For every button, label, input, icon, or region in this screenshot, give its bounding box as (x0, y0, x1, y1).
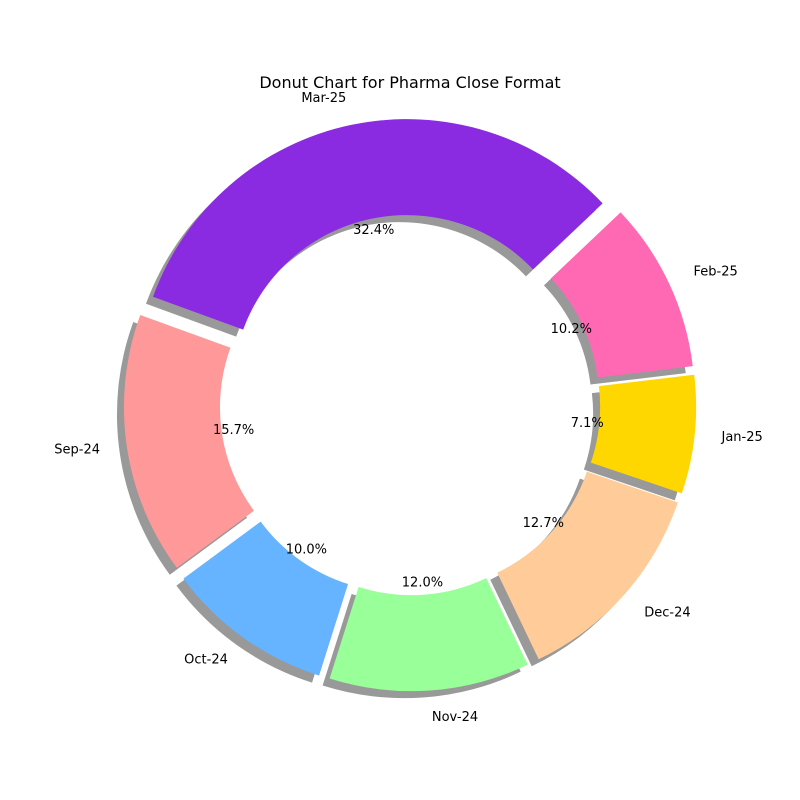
category-label-oct-24: Oct-24 (184, 652, 228, 667)
slice-nov-24 (329, 578, 528, 692)
slice-jan-25 (590, 374, 697, 494)
percent-label-sep-24: 15.7% (213, 423, 254, 438)
slice-oct-24 (183, 521, 349, 676)
slice-feb-25 (550, 212, 693, 378)
percent-label-mar-25: 32.4% (353, 223, 394, 238)
category-label-nov-24: Nov-24 (432, 710, 478, 725)
slices (123, 119, 697, 692)
category-label-dec-24: Dec-24 (644, 605, 690, 620)
labels: Sep-24 15.7% Oct-24 10.0% Nov-24 12.0% Dec-24 1… (54, 91, 763, 725)
percent-label-nov-24: 12.0% (402, 575, 443, 590)
category-label-jan-25: Jan-25 (720, 430, 762, 445)
percent-label-feb-25: 10.2% (551, 322, 592, 337)
chart-title: Donut Chart for Pharma Close Format (259, 73, 560, 92)
percent-label-dec-24: 12.7% (523, 516, 564, 531)
category-label-mar-25: Mar-25 (301, 91, 346, 106)
percent-label-jan-25: 7.1% (571, 416, 604, 431)
category-label-sep-24: Sep-24 (54, 442, 100, 457)
percent-label-oct-24: 10.0% (286, 542, 327, 557)
slice-dec-24 (497, 471, 678, 660)
slice-mar-25 (152, 119, 603, 330)
category-label-feb-25: Feb-25 (694, 264, 738, 279)
slice-sep-24 (123, 314, 255, 568)
